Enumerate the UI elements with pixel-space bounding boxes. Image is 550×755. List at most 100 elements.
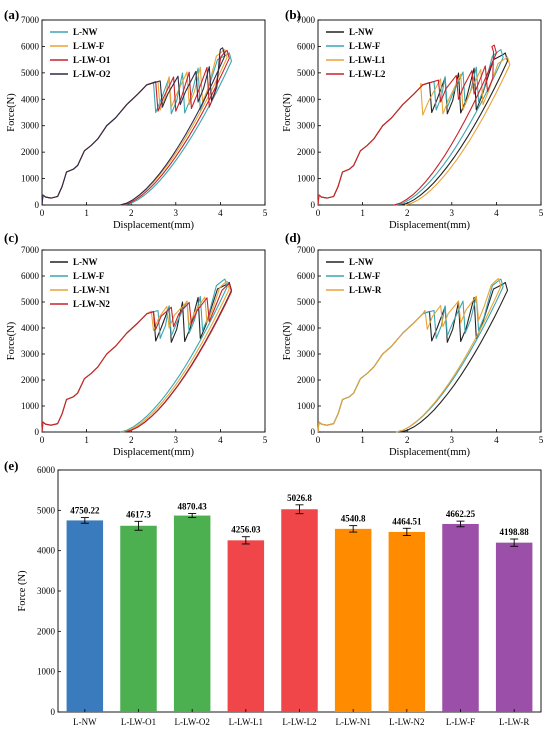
x-tick-label: 4 <box>494 208 499 218</box>
bar-value-label-L-LW-L1: 4256.03 <box>231 525 261 535</box>
plot-frame <box>41 249 266 433</box>
panel-label: (c) <box>4 230 18 245</box>
panel-label: (a) <box>4 7 19 22</box>
x-tick-label-L-LW-N1: L-LW-N1 <box>336 717 371 727</box>
x-tick-label: 5 <box>263 435 268 445</box>
legend-label-L-LW-O1: L-LW-O1 <box>73 55 111 65</box>
legend-label-L-LW-L2: L-LW-L2 <box>349 69 386 79</box>
bar-L-LW-O1 <box>120 525 157 712</box>
x-tick-label: 4 <box>218 435 223 445</box>
x-tick-label: 1 <box>84 208 89 218</box>
legend-label-L-LW-R: L-LW-R <box>349 285 382 295</box>
legend-label-L-NW: L-NW <box>73 27 98 37</box>
x-tick-label-L-LW-N2: L-LW-N2 <box>389 717 424 727</box>
y-tick-label: 6000 <box>297 271 316 281</box>
y-tick-label: 7000 <box>297 15 316 25</box>
y-axis-title: Force(N) <box>6 321 17 360</box>
y-tick-label: 1000 <box>21 401 40 411</box>
y-tick-label: 5000 <box>297 68 316 78</box>
x-tick-label: 3 <box>174 435 179 445</box>
x-tick-label: 3 <box>450 208 455 218</box>
y-tick-label: 3000 <box>37 586 56 596</box>
y-tick-label: 1000 <box>21 174 40 184</box>
y-tick-label: 6000 <box>21 41 40 51</box>
series-line-L-LW-L2 <box>317 44 497 206</box>
panel-label: (b) <box>285 7 301 22</box>
y-tick-label: 2000 <box>297 375 316 385</box>
y-tick-label: 4000 <box>297 323 316 333</box>
x-tick-label: 3 <box>174 208 179 218</box>
y-tick-label: 5000 <box>297 297 316 307</box>
legend-label-L-NW: L-NW <box>349 27 374 37</box>
plot-frame <box>317 19 542 206</box>
y-tick-label: 6000 <box>297 41 316 51</box>
bar-L-LW-L1 <box>227 540 265 712</box>
x-tick-label: 1 <box>360 435 365 445</box>
bar-value-label-L-LW-O2: 4870.43 <box>178 502 208 512</box>
y-tick-label: 5000 <box>21 68 40 78</box>
series-line-L-LW-N2 <box>41 283 233 433</box>
line-chart-panel-0: (a) 0 1 2 3 4 5 0 1000 2000 3000 4000 5000 6000 7000 Di… <box>4 7 268 231</box>
legend-label-L-LW-F: L-LW-F <box>349 41 381 51</box>
y-tick-label: 2000 <box>37 626 56 636</box>
y-tick-label: 6000 <box>21 271 40 281</box>
bar-L-LW-F <box>442 523 479 712</box>
x-tick-label: 4 <box>494 435 499 445</box>
y-axis-title: Force (N) <box>17 570 28 612</box>
y-tick-label: 2000 <box>21 375 40 385</box>
series-line-L-LW-O2 <box>41 47 226 206</box>
x-axis-title: Displacement(mm) <box>389 220 471 231</box>
x-tick-label-L-LW-L2: L-LW-L2 <box>282 717 316 727</box>
x-tick-label: 0 <box>316 208 321 218</box>
panel-label: (e) <box>4 458 18 473</box>
y-tick-label: 7000 <box>21 245 40 255</box>
y-tick-label: 4000 <box>21 94 40 104</box>
line-chart-panel-1: (b) 0 1 2 3 4 5 0 1000 2000 3000 4000 5000 6000 7000 Di… <box>282 7 544 231</box>
y-tick-label: 3000 <box>297 121 316 131</box>
y-tick-label: 5000 <box>21 297 40 307</box>
series-line-L-NW <box>317 52 509 206</box>
legend-label-L-LW-N2: L-LW-N2 <box>73 299 110 309</box>
y-tick-label: 0 <box>311 200 316 210</box>
y-tick-label: 4000 <box>37 546 56 556</box>
x-tick-label: 2 <box>405 208 410 218</box>
y-axis-title: Force(N) <box>282 93 293 132</box>
x-tick-label: 5 <box>539 435 544 445</box>
series-line-L-LW-R <box>317 278 502 433</box>
legend-label-L-LW-O2: L-LW-O2 <box>73 69 111 79</box>
x-tick-label: 2 <box>405 435 410 445</box>
bar-L-NW <box>66 520 104 712</box>
y-axis-title: Force(N) <box>6 93 17 132</box>
y-tick-label: 6000 <box>37 465 56 475</box>
series-line-L-LW-F <box>317 278 504 433</box>
x-tick-label: 0 <box>40 208 45 218</box>
x-tick-label: 3 <box>450 435 455 445</box>
legend-label-L-NW: L-NW <box>73 257 98 267</box>
line-chart-panel-3: (d) 0 1 2 3 4 5 0 1000 2000 3000 4000 5000 6000 7000 Di… <box>282 230 544 458</box>
legend-label-L-LW-L1: L-LW-L1 <box>349 55 386 65</box>
y-tick-label: 1000 <box>297 401 316 411</box>
legend-label-L-NW: L-NW <box>349 257 374 267</box>
series-line-L-LW-F <box>317 49 504 206</box>
y-tick-label: 5000 <box>37 505 56 515</box>
y-tick-label: 0 <box>311 427 316 437</box>
y-tick-label: 4000 <box>297 94 316 104</box>
line-chart-panel-2: (c) 0 1 2 3 4 5 0 1000 2000 3000 4000 5000 6000 7000 Di… <box>4 230 268 458</box>
legend-label-L-LW-N1: L-LW-N1 <box>73 285 110 295</box>
bar-value-label-L-LW-R: 4198.88 <box>500 527 530 537</box>
x-axis-title: Displacement(mm) <box>113 447 195 458</box>
y-tick-label: 1000 <box>297 174 316 184</box>
bar-L-LW-L2 <box>281 509 318 712</box>
legend-label-L-LW-F: L-LW-F <box>73 41 105 51</box>
legend-label-L-LW-F: L-LW-F <box>349 271 381 281</box>
y-tick-label: 3000 <box>297 349 316 359</box>
y-tick-label: 7000 <box>297 245 316 255</box>
x-tick-label-L-LW-F: L-LW-F <box>446 717 475 727</box>
series-line-L-LW-F <box>41 278 228 433</box>
series-line-L-LW-F <box>41 49 228 206</box>
bar-value-label-L-LW-N1: 4540.8 <box>341 514 366 524</box>
bar-chart-panel: (e) 0 1000 2000 3000 4000 5000 6000 Force (N) 475… <box>4 458 542 727</box>
y-tick-label: 1000 <box>37 667 56 677</box>
plot-frame <box>317 249 542 433</box>
